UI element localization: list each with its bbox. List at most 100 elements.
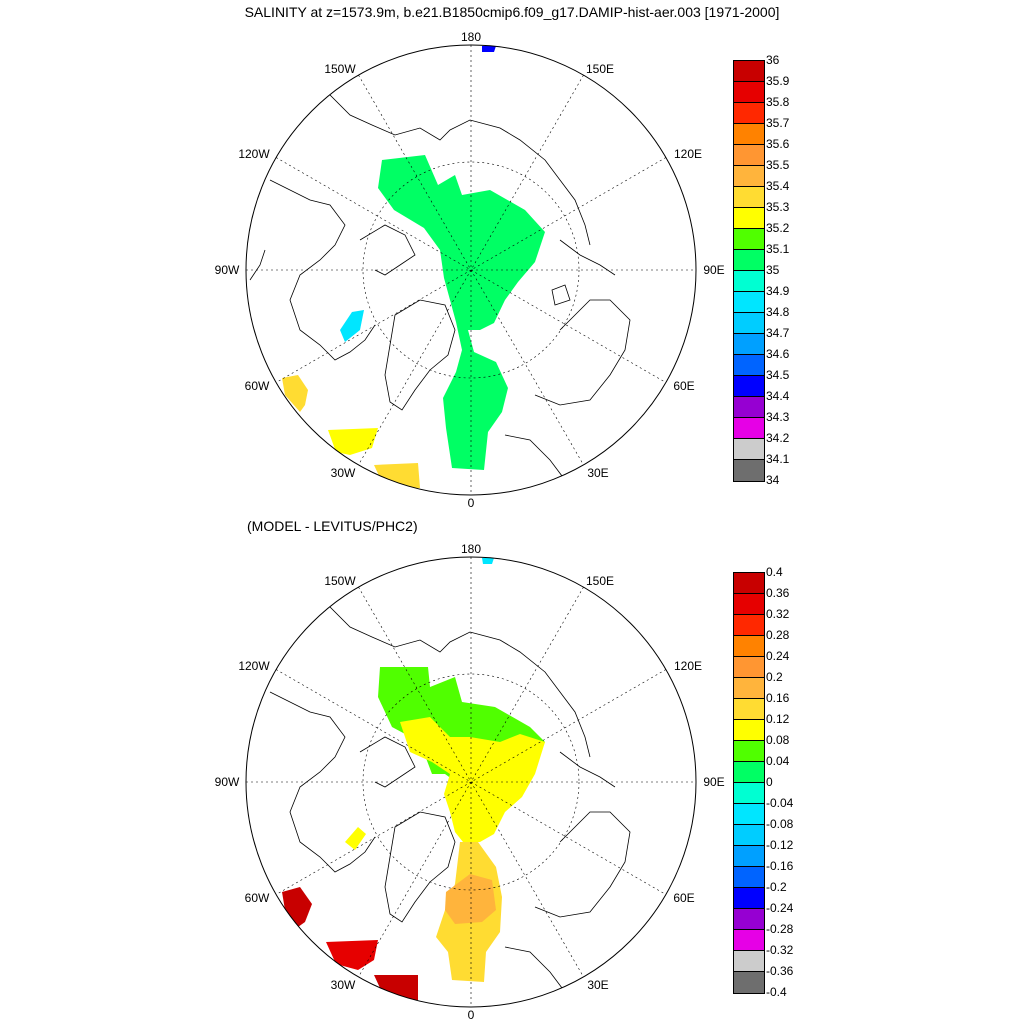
salinity-region-green bbox=[378, 155, 545, 470]
salinity-colorbar-swatch bbox=[734, 460, 764, 481]
difference-colorbar-tick-label: 0.08 bbox=[766, 733, 790, 747]
salinity-colorbar-swatch bbox=[734, 271, 764, 292]
salinity-colorbar-swatch bbox=[734, 166, 764, 187]
salinity-colorbar-tick-label: 35.5 bbox=[766, 158, 790, 172]
salinity-colorbar-swatch bbox=[734, 397, 764, 418]
salinity-colorbar-swatch bbox=[734, 187, 764, 208]
diff-region-yellow-small bbox=[345, 827, 366, 850]
salinity-colorbar-tick-label: 34.7 bbox=[766, 326, 790, 340]
salinity-colorbar-swatch bbox=[734, 145, 764, 166]
salinity-region-blue bbox=[482, 46, 496, 52]
difference-colorbar-swatch bbox=[734, 594, 764, 615]
salinity-colorbar-tick-label: 35 bbox=[766, 263, 780, 277]
salinity-colorbar-tick-label: 35.4 bbox=[766, 179, 790, 193]
lon-label-120e: 120E bbox=[674, 147, 702, 161]
difference-colorbar-swatch bbox=[734, 573, 764, 594]
difference-colorbar-swatch bbox=[734, 909, 764, 930]
salinity-colorbar-swatch bbox=[734, 61, 764, 82]
salinity-region-cyan bbox=[340, 310, 364, 342]
difference-colorbar-tick-label: 0.16 bbox=[766, 691, 790, 705]
difference-colorbar-tick-label: -0.2 bbox=[766, 880, 787, 894]
lon-label-150w: 150W bbox=[324, 574, 356, 588]
salinity-colorbar-swatch bbox=[734, 208, 764, 229]
salinity-colorbar-tick-label: 35.9 bbox=[766, 74, 790, 88]
difference-colorbar-tick-label: -0.12 bbox=[766, 838, 794, 852]
salinity-colorbar-tick-label: 35.3 bbox=[766, 200, 790, 214]
graticule bbox=[246, 45, 696, 495]
difference-colorbar-tick-label: 0.24 bbox=[766, 649, 790, 663]
lon-label-90e: 90E bbox=[703, 263, 724, 277]
salinity-colorbar-tick-label: 36 bbox=[766, 53, 780, 67]
difference-colorbar-tick-label: 0.04 bbox=[766, 754, 790, 768]
lon-label-60e: 60E bbox=[673, 379, 694, 393]
difference-colorbar-tick-label: -0.04 bbox=[766, 796, 794, 810]
lon-label-60w: 60W bbox=[245, 891, 270, 905]
difference-colorbar-swatch bbox=[734, 783, 764, 804]
lon-label-180: 180 bbox=[461, 30, 481, 44]
difference-colorbar-swatch bbox=[734, 846, 764, 867]
chart-title: SALINITY at z=1573.9m, b.e21.B1850cmip6.… bbox=[244, 4, 780, 20]
salinity-colorbar-tick-label: 35.6 bbox=[766, 137, 790, 151]
difference-subtitle: (MODEL - LEVITUS/PHC2) bbox=[247, 518, 418, 534]
diff-region-cyan bbox=[482, 558, 494, 564]
salinity-region-yellow-2 bbox=[328, 428, 378, 455]
difference-colorbar-swatch bbox=[734, 720, 764, 741]
lon-label-0: 0 bbox=[468, 1008, 475, 1022]
difference-colorbar-tick-label: 0.32 bbox=[766, 607, 790, 621]
lon-label-120w: 120W bbox=[238, 659, 270, 673]
difference-colorbar-tick-label: -0.08 bbox=[766, 817, 794, 831]
salinity-colorbar-swatch bbox=[734, 229, 764, 250]
difference-colorbar-tick-label: 0.2 bbox=[766, 670, 783, 684]
salinity-colorbar-tick-label: 35.8 bbox=[766, 95, 790, 109]
difference-colorbar-tick-label: -0.16 bbox=[766, 859, 794, 873]
salinity-colorbar-tick-label: 34.8 bbox=[766, 305, 790, 319]
lon-label-90w: 90W bbox=[215, 263, 240, 277]
salinity-region-yellow-1 bbox=[282, 375, 308, 412]
difference-colorbar-swatch bbox=[734, 804, 764, 825]
diff-region-red-2 bbox=[326, 940, 378, 970]
difference-colorbar-tick-label: 0.12 bbox=[766, 712, 790, 726]
difference-colorbar-swatch bbox=[734, 699, 764, 720]
lon-label-150w: 150W bbox=[324, 62, 356, 76]
salinity-colorbar-swatch bbox=[734, 439, 764, 460]
lon-label-150e: 150E bbox=[586, 574, 614, 588]
difference-colorbar-swatch bbox=[734, 741, 764, 762]
difference-colorbar-swatch bbox=[734, 762, 764, 783]
lon-label-180: 180 bbox=[461, 542, 481, 556]
difference-colorbar-swatch bbox=[734, 867, 764, 888]
difference-colorbar-tick-label: 0 bbox=[766, 775, 773, 789]
difference-colorbar-swatch bbox=[734, 972, 764, 993]
lon-label-30w: 30W bbox=[331, 978, 356, 992]
salinity-colorbar-tick-label: 35.1 bbox=[766, 242, 790, 256]
salinity-colorbar-tick-label: 34.1 bbox=[766, 452, 790, 466]
difference-colorbar-tick-label: -0.24 bbox=[766, 901, 794, 915]
difference-colorbar-swatch bbox=[734, 888, 764, 909]
salinity-colorbar-tick-label: 35.2 bbox=[766, 221, 790, 235]
salinity-colorbar-swatch bbox=[734, 313, 764, 334]
lon-label-90e: 90E bbox=[703, 775, 724, 789]
lon-label-30e: 30E bbox=[587, 466, 608, 480]
difference-colorbar bbox=[733, 572, 765, 994]
lon-label-90w: 90W bbox=[215, 775, 240, 789]
difference-colorbar-swatch bbox=[734, 930, 764, 951]
salinity-colorbar-swatch bbox=[734, 334, 764, 355]
lon-label-30e: 30E bbox=[587, 978, 608, 992]
salinity-colorbar-tick-label: 34.6 bbox=[766, 347, 790, 361]
salinity-colorbar-swatch bbox=[734, 124, 764, 145]
salinity-colorbar-tick-label: 34.5 bbox=[766, 368, 790, 382]
salinity-colorbar-swatch bbox=[734, 103, 764, 124]
difference-colorbar-swatch bbox=[734, 951, 764, 972]
difference-colorbar-tick-label: -0.36 bbox=[766, 964, 794, 978]
lon-label-150e: 150E bbox=[586, 62, 614, 76]
salinity-difference-polar-map: 180 150E 120E 90E 60E 30E 0 30W 60W 90W … bbox=[215, 542, 725, 1022]
salinity-colorbar bbox=[733, 60, 765, 482]
lon-label-120e: 120E bbox=[674, 659, 702, 673]
lon-label-60w: 60W bbox=[245, 379, 270, 393]
diff-region-red-3 bbox=[374, 975, 418, 1002]
diff-region-red-1 bbox=[282, 887, 312, 927]
salinity-colorbar-swatch bbox=[734, 292, 764, 313]
salinity-colorbar-tick-label: 34.9 bbox=[766, 284, 790, 298]
salinity-colorbar-swatch bbox=[734, 250, 764, 271]
salinity-colorbar-tick-label: 35.7 bbox=[766, 116, 790, 130]
lon-label-30w: 30W bbox=[331, 466, 356, 480]
